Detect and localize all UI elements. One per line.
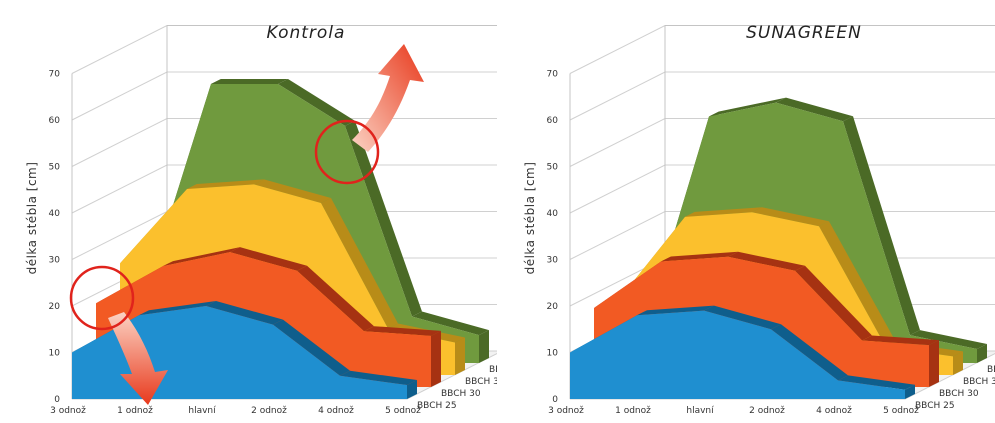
y-tick-label: 0 (54, 395, 60, 405)
y-tick-label: 60 (49, 116, 61, 126)
y-tick-labels: 0 10 20 30 40 50 60 70 (547, 70, 559, 406)
series-depth-label: BBCH 30 (939, 389, 979, 399)
y-tick-label: 20 (547, 302, 559, 312)
y-tick-label: 70 (49, 70, 61, 80)
x-tick-label: 2 odnož (749, 406, 785, 416)
x-tick-label: 2 odnož (251, 406, 287, 416)
y-tick-label: 60 (547, 116, 559, 126)
y-tick-label: 40 (49, 209, 61, 219)
series-end-face (431, 331, 441, 387)
series-depth-label: BBCH 25 (417, 401, 457, 411)
y-tick-label: 40 (547, 209, 559, 219)
y-tick-label: 30 (547, 256, 559, 266)
y-tick-labels: 0 10 20 30 40 50 60 70 (49, 70, 61, 406)
series-end-face (479, 330, 489, 363)
x-category-labels: 3 odnož 1 odnož hlavní 2 odnož 4 odnož 5 odno… (548, 406, 919, 416)
series-end-face (455, 337, 465, 375)
x-tick-label: 4 odnož (318, 406, 354, 416)
y-tick-label: 50 (49, 163, 61, 173)
plot-area: 0 10 20 30 40 50 60 70 délka stébla [cm] Kontrola… (25, 23, 497, 416)
x-tick-label: 5 odnož (883, 406, 919, 416)
series-depth-label: BBCH 30 (441, 389, 481, 399)
series-depth-label: BBCH 80 (489, 365, 497, 375)
x-tick-label: hlavní (188, 406, 216, 416)
y-tick-label: 10 (49, 349, 61, 359)
x-tick-label: 4 odnož (816, 406, 852, 416)
y-tick-label: 10 (547, 349, 559, 359)
chart-title: Kontrola (267, 23, 346, 43)
chart-title: SUNAGREEN (746, 23, 862, 43)
x-category-labels: 3 odnož 1 odnož hlavní 2 odnož 4 odnož 5 odno… (50, 406, 421, 416)
plot-area: 0 10 20 30 40 50 60 70 délka stébla [cm] SUNAGREE… (523, 23, 995, 416)
series-depth-label: BBC (987, 365, 995, 375)
chart-kontrola: 0 10 20 30 40 50 60 70 délka stébla [cm] Kontrola… (0, 0, 497, 423)
series-depth-label: BBCH 25 (915, 401, 955, 411)
series-depth-label: BBCH 35 (465, 377, 497, 387)
y-tick-label: 0 (552, 395, 558, 405)
x-tick-label: 3 odnož (50, 406, 86, 416)
series-depth-label: BBCH 35 (963, 377, 995, 387)
x-tick-label: hlavní (686, 406, 714, 416)
y-tick-label: 20 (49, 302, 61, 312)
x-tick-label: 1 odnož (615, 406, 651, 416)
series-end-face (929, 340, 939, 387)
x-tick-label: 5 odnož (385, 406, 421, 416)
y-axis-label: délka stébla [cm] (523, 162, 537, 275)
chart-sunagreen: 0 10 20 30 40 50 60 70 délka stébla [cm] SUNAGREE… (498, 0, 995, 423)
series-top-face (211, 79, 288, 84)
y-tick-label: 50 (547, 163, 559, 173)
y-tick-label: 70 (547, 70, 559, 80)
y-tick-label: 30 (49, 256, 61, 266)
y-axis-label: délka stébla [cm] (25, 162, 39, 275)
x-tick-label: 3 odnož (548, 406, 584, 416)
x-tick-label: 1 odnož (117, 406, 153, 416)
